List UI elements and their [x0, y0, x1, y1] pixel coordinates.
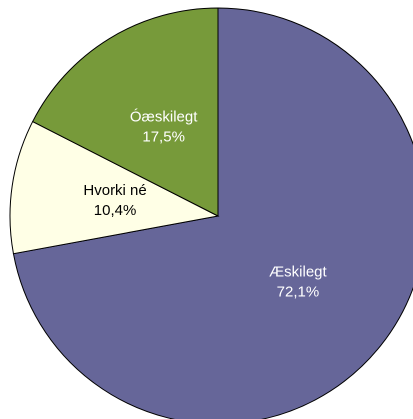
- slice-label: Æskilegt: [269, 264, 327, 281]
- slice-value-label: 72,1%: [277, 284, 320, 301]
- slice-value-label: 10,4%: [94, 202, 137, 219]
- slice-value-label: 17,5%: [142, 128, 185, 145]
- pie-slice: [12, 7, 413, 419]
- pie-slice: [31, 7, 219, 217]
- pie-slice: [9, 120, 220, 255]
- slice-label: Óæskilegt: [130, 108, 198, 125]
- slice-label: Hvorki né: [83, 182, 146, 199]
